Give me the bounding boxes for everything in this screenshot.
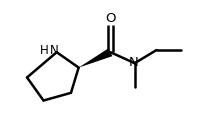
Polygon shape bbox=[79, 48, 112, 68]
Text: H: H bbox=[40, 44, 49, 56]
Text: N: N bbox=[129, 56, 138, 69]
Text: N: N bbox=[50, 44, 59, 56]
Text: O: O bbox=[105, 12, 116, 25]
